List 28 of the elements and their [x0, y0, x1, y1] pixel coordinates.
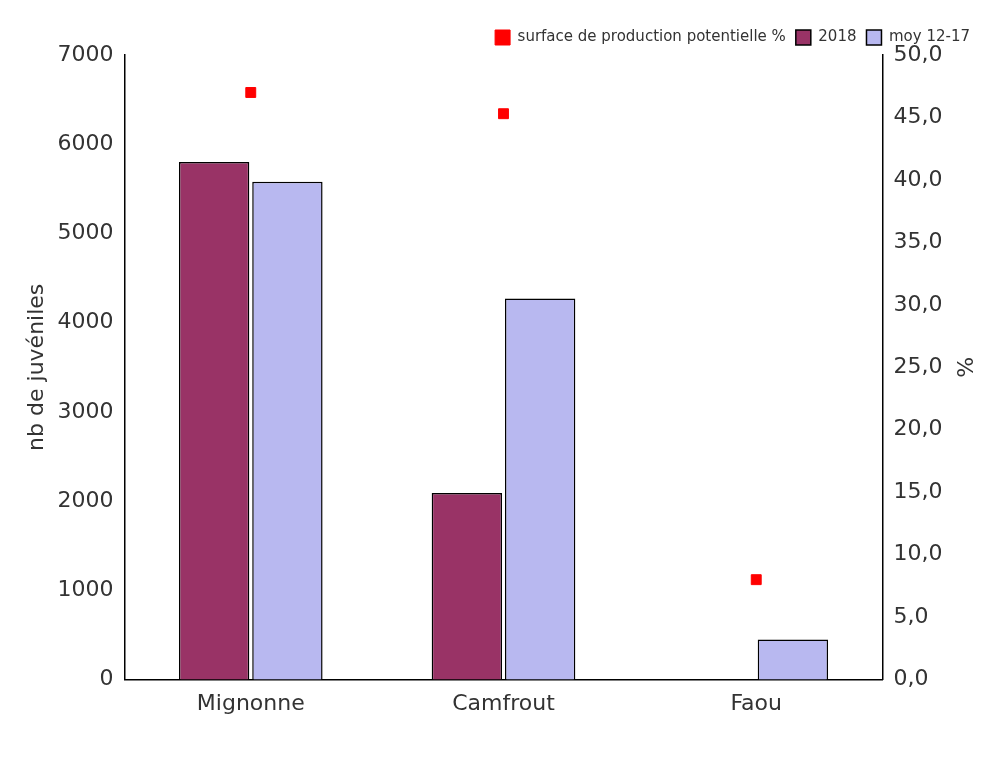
y2-axis-title: % [952, 356, 978, 378]
y-tick-label: 2000 [57, 486, 114, 512]
y-tick-label: 0 [99, 665, 114, 691]
point [750, 574, 762, 586]
y2-tick-label: 10,0 [893, 540, 943, 566]
x-tick-label: Camfrout [452, 689, 556, 715]
legend-label: surface de production potentielle % [517, 27, 786, 46]
y2-tick-label: 30,0 [893, 290, 943, 316]
x-tick-label: Mignonne [196, 689, 305, 715]
y2-tick-label: 0,0 [893, 665, 929, 691]
y2-tick-label: 40,0 [893, 165, 943, 191]
y2-tick-label: 20,0 [893, 415, 943, 441]
y-tick-label: 3000 [57, 397, 114, 423]
y-tick-label: 4000 [57, 308, 114, 334]
y2-tick-label: 45,0 [893, 103, 943, 129]
x-tick-label: Faou [730, 689, 783, 715]
y-tick-label: 7000 [57, 40, 114, 66]
y2-tick-label: 5,0 [893, 602, 929, 628]
y2-tick-label: 25,0 [893, 353, 943, 379]
y-axis-title: nb de juvéniles [22, 283, 48, 451]
y-tick-label: 6000 [57, 129, 114, 155]
point [245, 87, 257, 98]
y2-tick-label: 15,0 [893, 477, 943, 503]
legend-label: 2018 [818, 27, 857, 46]
y2-tick-label: 35,0 [893, 228, 943, 254]
y-tick-label: 5000 [57, 219, 114, 245]
point [498, 108, 509, 120]
y-tick-label: 1000 [57, 576, 114, 602]
